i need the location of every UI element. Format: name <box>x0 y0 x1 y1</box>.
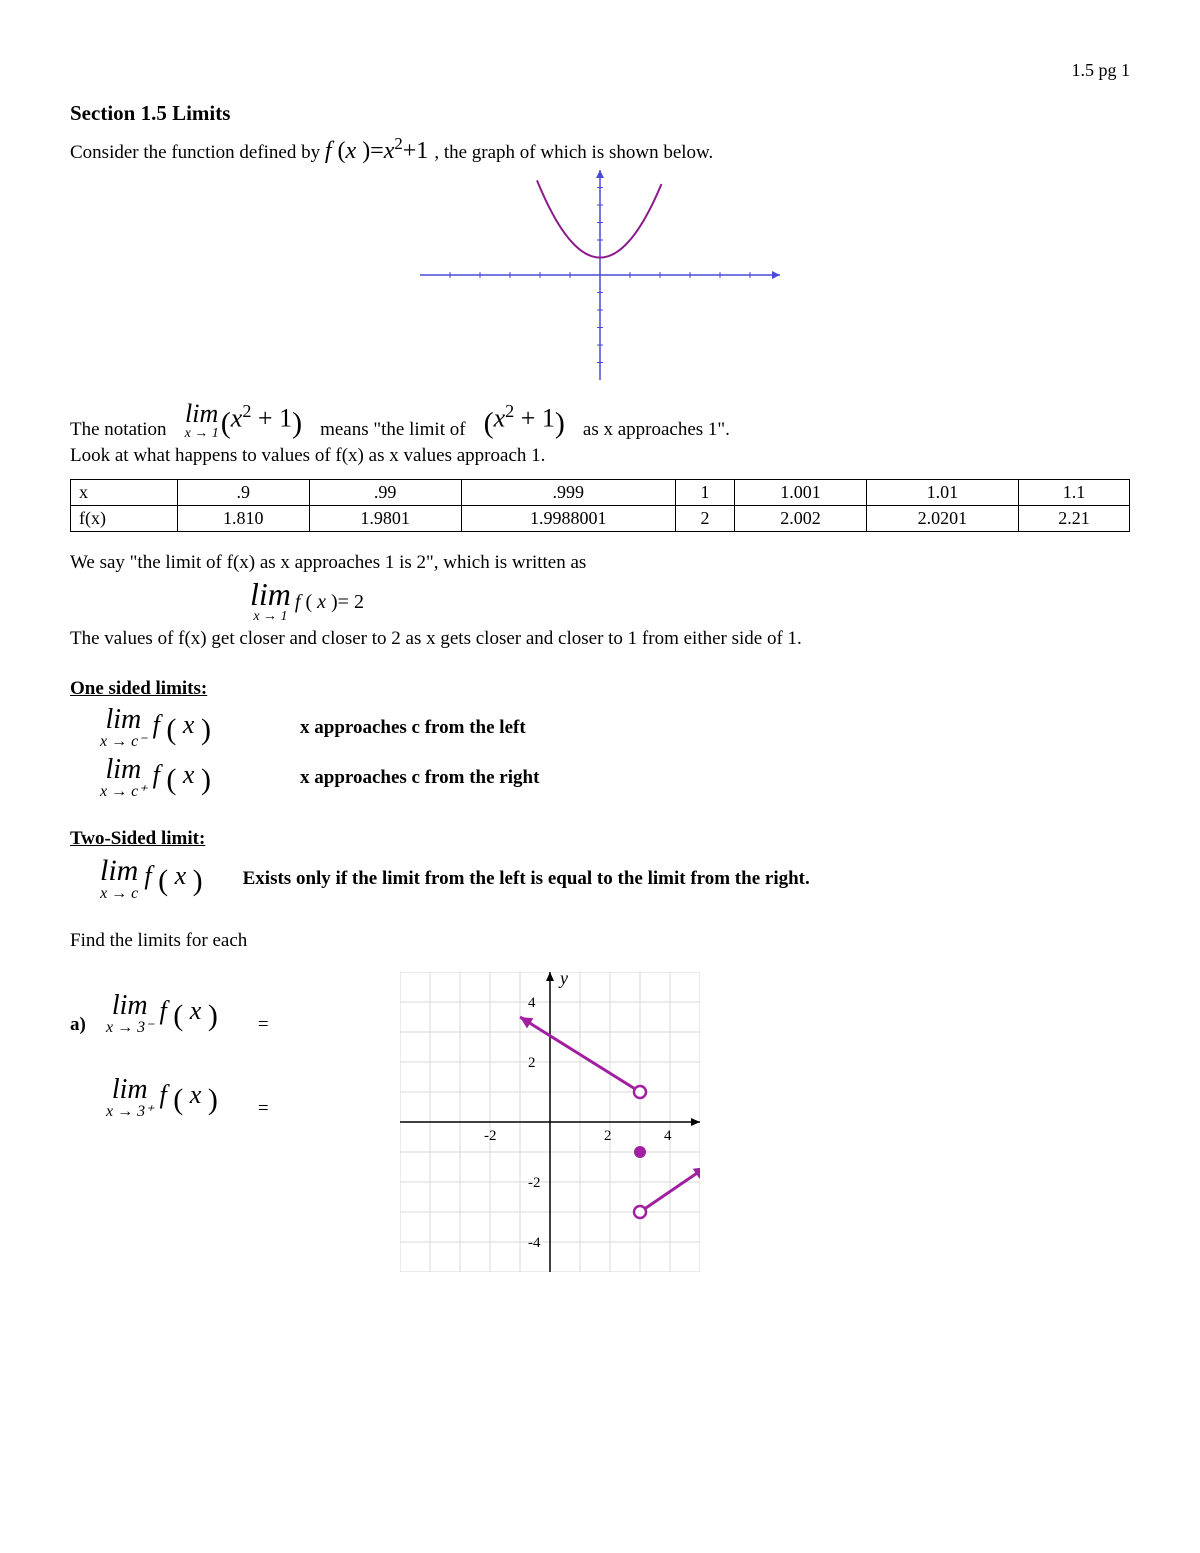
table-cell: .99 <box>309 480 461 506</box>
notation-pre: The notation <box>70 419 167 441</box>
problem-item: a) limx → 3⁻ f ( x ) = <box>70 992 370 1036</box>
table-cell: 2.002 <box>735 506 867 532</box>
notation-post: as x approaches 1". <box>583 419 730 441</box>
table-cell: 2.21 <box>1018 506 1129 532</box>
svg-text:2: 2 <box>528 1055 536 1071</box>
intro-fn: f (x )=x2+1 <box>325 138 434 164</box>
one-sided-row: limx → c⁻ f ( x ) x approaches c from th… <box>100 706 1130 750</box>
notation-mid: means "the limit of <box>320 419 465 441</box>
table-cell: 2.0201 <box>866 506 1018 532</box>
notation-line: The notation lim x → 1 (x2 + 1) means "t… <box>70 401 1130 441</box>
svg-text:-2: -2 <box>484 1128 497 1144</box>
table-cell: .999 <box>461 480 675 506</box>
svg-text:-4: -4 <box>528 1235 541 1251</box>
piecewise-graph: y -2 2 4 -4 -2 2 4 <box>400 972 700 1278</box>
lim-notation: lim x → 1 <box>185 401 219 441</box>
svg-text:-2: -2 <box>528 1175 541 1191</box>
table-cell: 1.1 <box>1018 480 1129 506</box>
we-say: We say "the limit of f(x) as x approache… <box>70 552 1130 574</box>
closer-line: The values of f(x) get closer and closer… <box>70 628 1130 650</box>
look-line: Look at what happens to values of f(x) a… <box>70 445 1130 467</box>
intro-post: , the graph of which is shown below. <box>434 142 713 163</box>
two-sided-row: lim x → c f ( x ) Exists only if the lim… <box>100 856 1130 902</box>
svg-text:2: 2 <box>604 1128 612 1144</box>
lim-expr: (x2 + 1) <box>221 401 302 441</box>
lim-expr-2: (x2 + 1) <box>484 401 565 441</box>
problem-item: limx → 3⁺ f ( x ) = <box>70 1076 370 1120</box>
table-cell: 2 <box>675 506 735 532</box>
svg-text:4: 4 <box>528 995 536 1011</box>
one-sided-row: limx → c⁺ f ( x ) x approaches c from th… <box>100 756 1130 800</box>
two-sided-desc: Exists only if the limit from the left i… <box>243 868 810 890</box>
table-cell: 1.001 <box>735 480 867 506</box>
page-number: 1.5 pg 1 <box>70 60 1130 81</box>
table-cell: x <box>71 480 178 506</box>
table-cell: 1.810 <box>178 506 310 532</box>
intro-pre: Consider the function defined by <box>70 142 325 163</box>
intro-line: Consider the function defined by f (x )=… <box>70 134 1130 165</box>
table-cell: 1.01 <box>866 480 1018 506</box>
table-cell: 1.9801 <box>309 506 461 532</box>
svg-text:y: y <box>558 972 568 988</box>
svg-text:4: 4 <box>664 1128 672 1144</box>
section-heading: Section 1.5 Limits <box>70 101 1130 126</box>
values-table: x.9.99.99911.0011.011.1 f(x)1.8101.98011… <box>70 479 1130 532</box>
find-limits: Find the limits for each <box>70 930 1130 952</box>
one-sided-heading: One sided limits: <box>70 678 1130 700</box>
table-cell: 1 <box>675 480 735 506</box>
two-sided-heading: Two-Sided limit: <box>70 828 1130 850</box>
table-cell: .9 <box>178 480 310 506</box>
lim-equals-2: lim x → 1 f ( x )= 2 <box>250 578 1130 624</box>
table-cell: f(x) <box>71 506 178 532</box>
parabola-graph <box>70 170 1130 386</box>
table-cell: 1.9988001 <box>461 506 675 532</box>
